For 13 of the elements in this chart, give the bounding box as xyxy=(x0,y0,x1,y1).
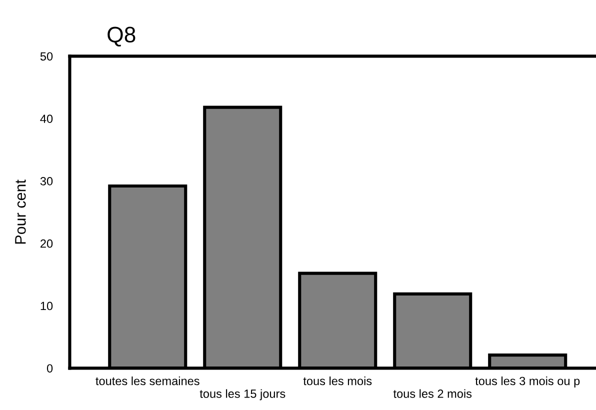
x-tick-label: tous les 15 jours xyxy=(200,389,286,400)
y-tick-label: 10 xyxy=(40,302,53,310)
x-tick-label: tous les mois xyxy=(303,376,372,386)
y-tick-label: 50 xyxy=(40,52,53,61)
x-tick-label: tous les 2 mois xyxy=(393,389,472,398)
y-tick-label: 30 xyxy=(40,177,53,186)
y-axis-title: Pour cent xyxy=(15,180,26,244)
y-tick-label: 20 xyxy=(40,239,53,248)
chart-title: Q8 xyxy=(108,26,136,46)
y-tick-label: 40 xyxy=(40,114,53,123)
x-tick-label: toutes les semaines xyxy=(96,376,200,386)
y-tick-label: 0 xyxy=(46,364,53,373)
x-tick-label: tous les 3 mois ou p xyxy=(475,376,580,388)
